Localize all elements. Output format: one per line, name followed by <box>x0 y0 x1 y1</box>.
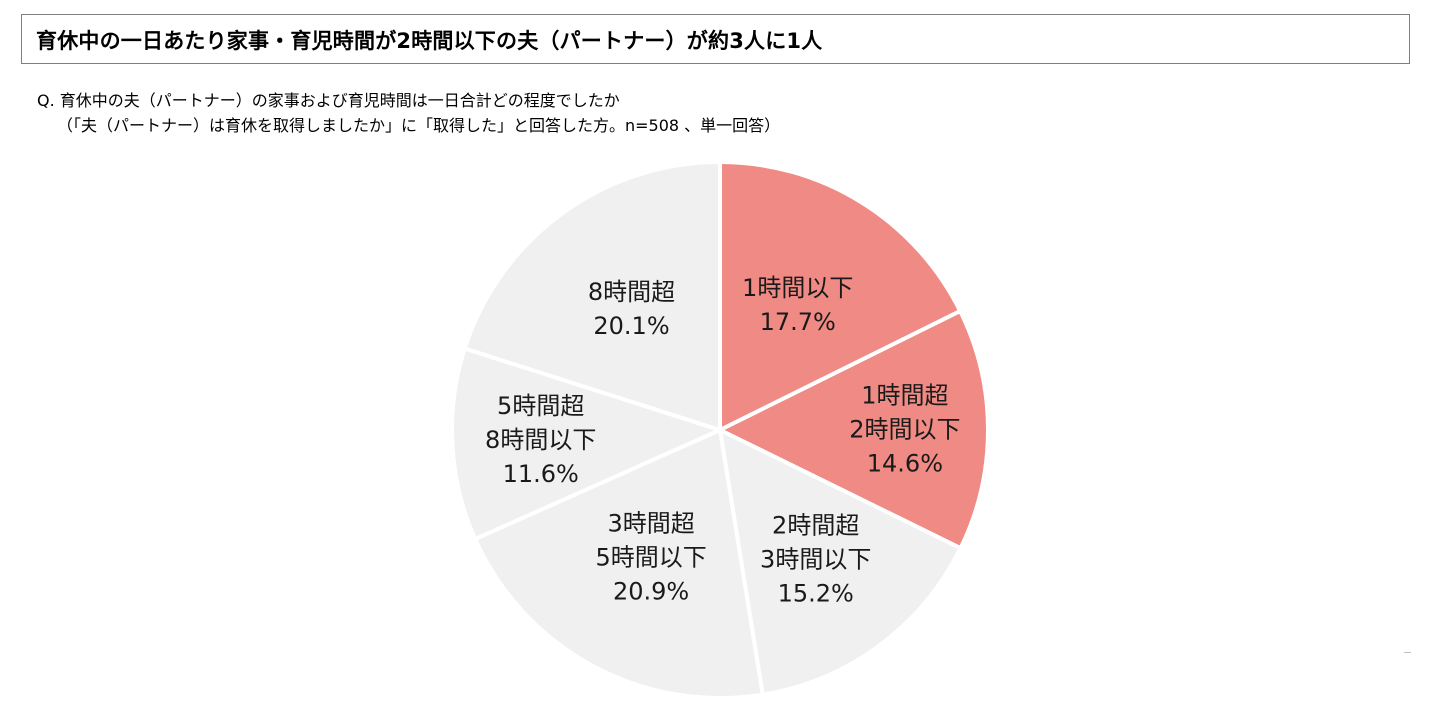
pie-label-1-line-1: 1時間以下 <box>742 274 853 302</box>
pie-label-2: 1時間超 2時間以下 14.6% <box>849 382 960 478</box>
question-line-2: （「夫（パートナー）は育休を取得しましたか」に「取得した」と回答した方。n=50… <box>57 116 781 135</box>
question: Q. 育休中の夫（パートナー）の家事および育児時間は一日合計どの程度でしたか （… <box>37 88 780 138</box>
pie-label-2-line-2: 2時間以下 <box>849 416 960 444</box>
pie-label-2-line-1: 1時間超 <box>861 382 948 410</box>
pie-label-3-line-2: 3時間以下 <box>760 545 871 573</box>
headline: 育休中の一日あたり家事・育児時間が2時間以下の夫（パートナー）が約3人に1人 <box>36 29 823 53</box>
pie-label-5-line-3: 11.6% <box>503 460 579 488</box>
question-line-1: Q. 育休中の夫（パートナー）の家事および育児時間は一日合計どの程度でしたか <box>37 91 620 110</box>
pie-label-3: 2時間超 3時間以下 15.2% <box>760 511 871 607</box>
pie-label-3-line-1: 2時間超 <box>772 511 859 539</box>
pie-slice-2 <box>718 309 990 551</box>
pie-slice-1 <box>718 160 963 432</box>
pie-label-6-line-1: 8時間超 <box>588 278 675 306</box>
pie-slice-4 <box>473 428 765 700</box>
pie-label-4: 3時間超 5時間以下 20.9% <box>595 509 706 605</box>
headline-box: 育休中の一日あたり家事・育児時間が2時間以下の夫（パートナー）が約3人に1人 <box>21 14 1410 64</box>
pie-label-4-line-2: 5時間以下 <box>595 543 706 571</box>
pie-slices <box>450 160 990 700</box>
pie-label-4-line-3: 20.9% <box>613 577 689 605</box>
pie-label-6: 8時間超 20.1% <box>588 278 675 340</box>
pie-label-1: 1時間以下 17.7% <box>742 274 853 336</box>
pie-label-3-line-3: 15.2% <box>778 579 854 607</box>
pie-slice-5 <box>450 346 722 542</box>
corner-mark <box>1404 652 1411 653</box>
pie-slice-3 <box>718 428 963 697</box>
pie-label-1-line-2: 17.7% <box>760 308 836 336</box>
pie-label-5-line-1: 5時間超 <box>497 392 584 420</box>
pie-label-6-line-2: 20.1% <box>593 312 669 340</box>
pie-label-5-line-2: 8時間以下 <box>485 426 596 454</box>
pie-label-4-line-1: 3時間超 <box>607 509 694 537</box>
pie-label-2-line-3: 14.6% <box>867 450 943 478</box>
pie-label-5: 5時間超 8時間以下 11.6% <box>485 392 596 488</box>
pie-slice-6 <box>462 160 722 432</box>
pie-labels: 1時間以下 17.7% 1時間超 2時間以下 14.6% 2時間超 3時間以下 15.2% 3時… <box>485 274 960 608</box>
